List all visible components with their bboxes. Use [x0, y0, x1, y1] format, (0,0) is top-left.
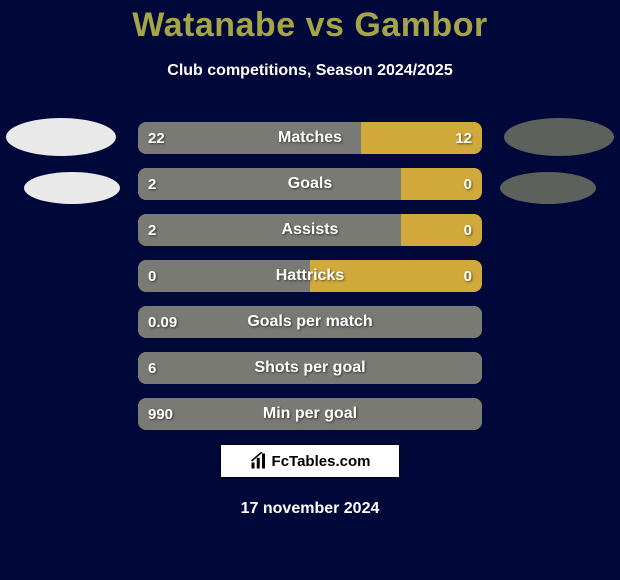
- stat-row: 0.09Goals per match: [138, 306, 482, 338]
- vs-label: vs: [306, 6, 345, 44]
- stat-row: 00Hattricks: [138, 260, 482, 292]
- bars-icon: [250, 452, 268, 470]
- stat-value-left: 0: [138, 260, 166, 292]
- stat-value-left: 990: [138, 398, 183, 430]
- stat-value-right: 0: [454, 168, 482, 200]
- stat-bar-left-fill: [138, 306, 482, 338]
- stat-bar-left-fill: [138, 352, 482, 384]
- stat-row: 20Goals: [138, 168, 482, 200]
- player-left-avatar-ellipse-1: [6, 118, 116, 156]
- stat-value-left: 6: [138, 352, 166, 384]
- player-right-name: Gambor: [354, 6, 487, 44]
- player-right-avatar-ellipse-1: [504, 118, 614, 156]
- stats-bar-group: 2212Matches20Goals20Assists00Hattricks0.…: [138, 122, 482, 444]
- stat-value-right: 12: [445, 122, 482, 154]
- subtitle: Club competitions, Season 2024/2025: [0, 62, 620, 80]
- footer-date: 17 november 2024: [0, 500, 620, 518]
- player-left-avatar-ellipse-2: [24, 172, 120, 204]
- stat-bar-left-fill: [138, 214, 401, 246]
- stat-row: 2212Matches: [138, 122, 482, 154]
- player-left-name: Watanabe: [132, 6, 295, 44]
- stat-value-left: 2: [138, 214, 166, 246]
- source-logo: FcTables.com: [220, 444, 400, 478]
- player-right-avatar-ellipse-2: [500, 172, 596, 204]
- stat-row: 990Min per goal: [138, 398, 482, 430]
- stat-row: 6Shots per goal: [138, 352, 482, 384]
- stat-row: 20Assists: [138, 214, 482, 246]
- stat-value-left: 0.09: [138, 306, 187, 338]
- source-logo-text: FcTables.com: [272, 453, 371, 470]
- stat-value-left: 2: [138, 168, 166, 200]
- stat-value-right: 0: [454, 260, 482, 292]
- comparison-infographic: Watanabe vs Gambor Club competitions, Se…: [0, 0, 620, 580]
- stat-value-left: 22: [138, 122, 175, 154]
- stat-bar-left-fill: [138, 398, 482, 430]
- stat-value-right: 0: [454, 214, 482, 246]
- stat-bar-left-fill: [138, 168, 401, 200]
- page-title: Watanabe vs Gambor: [0, 6, 620, 45]
